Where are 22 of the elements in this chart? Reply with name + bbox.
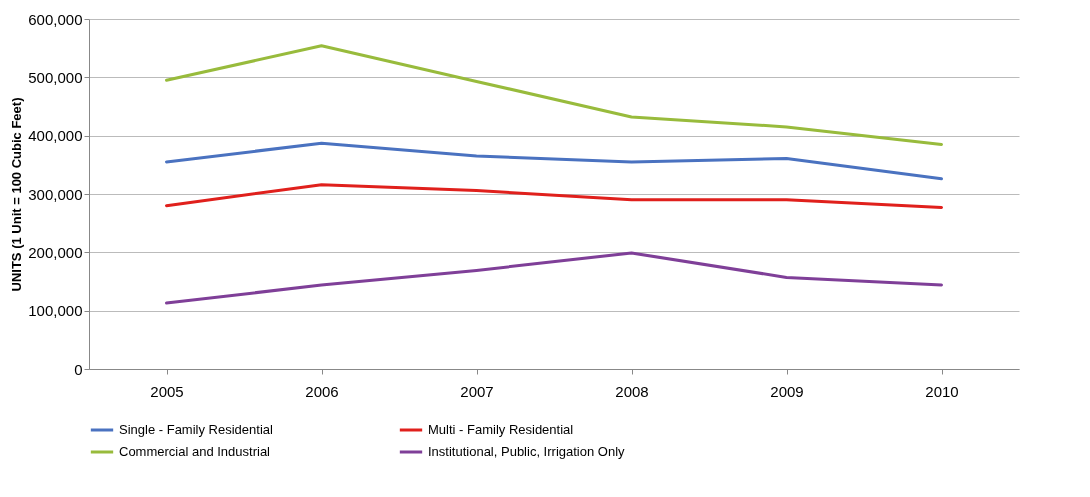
legend-label: Commercial and Industrial <box>119 444 271 459</box>
y-tick-label: 300,000 <box>28 185 83 203</box>
y-tick-label: 500,000 <box>28 68 83 86</box>
legend-label: Single - Family Residential <box>119 422 273 437</box>
y-tick-label: 400,000 <box>28 127 83 145</box>
line-series <box>165 251 943 305</box>
y-axis-title: UNITS (1 Unit = 100 Cubic Feet) <box>9 97 25 292</box>
y-tick-label: 600,000 <box>28 10 83 28</box>
x-tick-label: 2007 <box>460 382 494 400</box>
x-tick-label: 2005 <box>150 382 184 400</box>
legend-label: Multi - Family Residential <box>428 422 574 437</box>
y-tick-label: 0 <box>74 360 83 378</box>
legend-label: Institutional, Public, Irrigation Only <box>428 444 626 459</box>
x-tick-label: 2006 <box>305 382 339 400</box>
line-series <box>165 141 943 181</box>
x-tick-label: 2010 <box>925 382 959 400</box>
line-series <box>165 183 943 209</box>
x-tick-label: 2009 <box>770 382 804 400</box>
line-series <box>165 44 943 146</box>
y-tick-label: 200,000 <box>28 243 83 261</box>
y-tick-label: 100,000 <box>28 302 83 320</box>
x-tick-label: 2008 <box>615 382 649 400</box>
